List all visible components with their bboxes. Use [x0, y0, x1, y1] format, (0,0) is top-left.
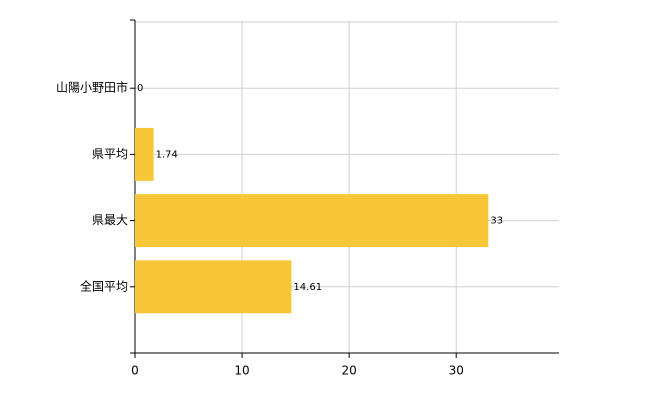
- x-tick-label: 10: [234, 364, 249, 378]
- value-label: 33: [490, 216, 503, 227]
- x-tick-label: 30: [449, 364, 464, 378]
- value-label: 1.74: [156, 149, 178, 160]
- x-tick-label: 20: [342, 364, 357, 378]
- bar: [135, 194, 489, 248]
- y-tick-label: 全国平均: [80, 278, 128, 293]
- y-tick-label: 県平均: [92, 147, 128, 161]
- y-tick-label: 県最大: [92, 213, 128, 227]
- value-label: 14.61: [293, 282, 322, 293]
- y-tick-label: 山陽小野田市: [56, 80, 128, 95]
- x-tick-label: 0: [131, 364, 139, 378]
- bar: [135, 127, 154, 181]
- value-label: 0: [137, 83, 143, 94]
- bar: [135, 260, 292, 314]
